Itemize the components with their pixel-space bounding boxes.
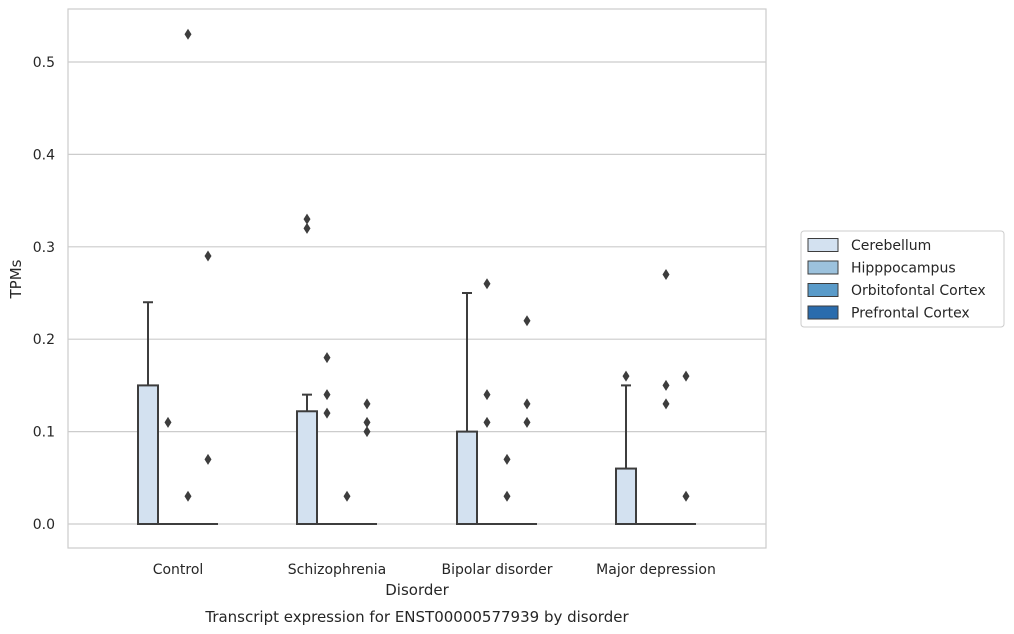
outlier-point xyxy=(503,453,511,465)
legend-label: Orbitofontal Cortex xyxy=(851,283,986,299)
x-tick-labels: Control Schizophrenia Bipolar disorder Majo… xyxy=(153,562,716,578)
outlier-point xyxy=(682,490,690,502)
x-tick-label: Major depression xyxy=(596,562,716,578)
legend-swatch xyxy=(807,305,839,320)
outlier-point xyxy=(622,370,630,382)
outlier-points xyxy=(164,28,690,502)
grid-lines xyxy=(68,61,766,525)
outlier-point xyxy=(662,379,670,391)
outlier-point xyxy=(483,278,491,290)
box-body xyxy=(456,430,478,526)
box-0-3 xyxy=(615,384,637,525)
x-tick-label: Schizophrenia xyxy=(288,562,386,578)
outlier-point xyxy=(184,490,192,502)
outlier-point xyxy=(523,416,531,428)
outlier-point xyxy=(303,222,311,234)
box-body xyxy=(137,384,159,525)
y-tick-label: 0.1 xyxy=(33,425,55,441)
box-0-2 xyxy=(456,292,478,526)
outlier-point xyxy=(323,407,331,419)
box-body xyxy=(296,410,318,525)
outlier-point xyxy=(483,416,491,428)
outlier-point xyxy=(363,426,371,438)
y-tick-label: 0.0 xyxy=(33,517,55,533)
outlier-point xyxy=(523,398,531,410)
legend-swatch xyxy=(807,260,839,275)
outlier-point xyxy=(483,389,491,401)
outlier-point xyxy=(363,416,371,428)
box-0-0 xyxy=(137,301,159,525)
plot-area-frame xyxy=(67,8,767,549)
outlier-point xyxy=(662,269,670,281)
legend-label: Cerebellum xyxy=(851,238,931,254)
box-series xyxy=(137,292,696,526)
x-tick-label: Bipolar disorder xyxy=(441,562,552,578)
outlier-point xyxy=(323,389,331,401)
outlier-point xyxy=(343,490,351,502)
y-tick-labels: 0.0 0.1 0.2 0.3 0.4 0.5 xyxy=(33,55,55,533)
y-axis-label: TPMs xyxy=(7,259,25,299)
legend-frame xyxy=(800,230,1005,328)
y-tick-label: 0.4 xyxy=(33,147,55,163)
outlier-point xyxy=(204,250,212,262)
legend: Cerebellum Hipppocampus Orbitofontal Corte… xyxy=(800,230,1005,328)
outlier-point xyxy=(682,370,690,382)
x-axis-label: Disorder xyxy=(385,581,449,599)
y-tick-label: 0.2 xyxy=(33,332,55,348)
x-tick-label: Control xyxy=(153,562,204,578)
outlier-point xyxy=(363,398,371,410)
box-body xyxy=(615,467,637,525)
outlier-point xyxy=(523,315,531,327)
outlier-point xyxy=(204,453,212,465)
box-0-1 xyxy=(296,393,318,525)
legend-swatch xyxy=(807,283,839,297)
legend-label: Hipppocampus xyxy=(851,261,956,277)
outlier-point xyxy=(164,416,172,428)
y-tick-label: 0.3 xyxy=(33,240,55,256)
outlier-point xyxy=(184,28,192,40)
y-tick-label: 0.5 xyxy=(33,55,55,71)
legend-swatch xyxy=(807,238,839,252)
outlier-point xyxy=(323,352,331,364)
outlier-point xyxy=(503,490,511,502)
outlier-point xyxy=(662,398,670,410)
legend-label: Prefrontal Cortex xyxy=(851,306,970,322)
outlier-point xyxy=(303,213,311,225)
chart-caption: Transcript expression for ENST0000057793… xyxy=(204,608,629,626)
